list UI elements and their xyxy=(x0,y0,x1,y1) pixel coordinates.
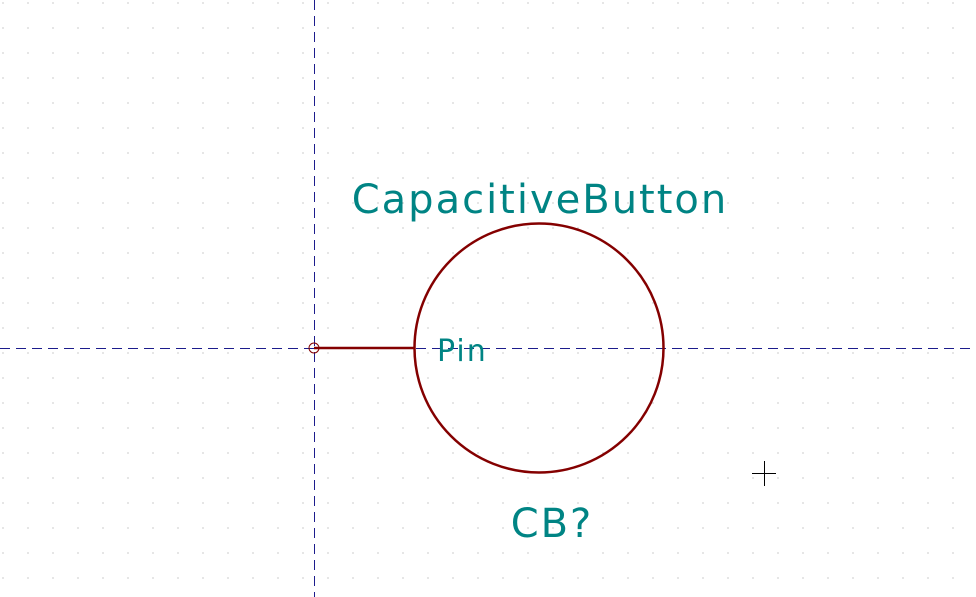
value-field-text[interactable]: CapacitiveButton xyxy=(352,177,729,223)
pin-name-text[interactable]: Pin xyxy=(437,334,488,369)
symbol-body-circle[interactable] xyxy=(413,222,665,474)
pin-anchor-circle-icon[interactable] xyxy=(308,342,320,354)
crosshair-icon xyxy=(752,461,776,486)
reference-field-text[interactable]: CB? xyxy=(511,501,594,547)
